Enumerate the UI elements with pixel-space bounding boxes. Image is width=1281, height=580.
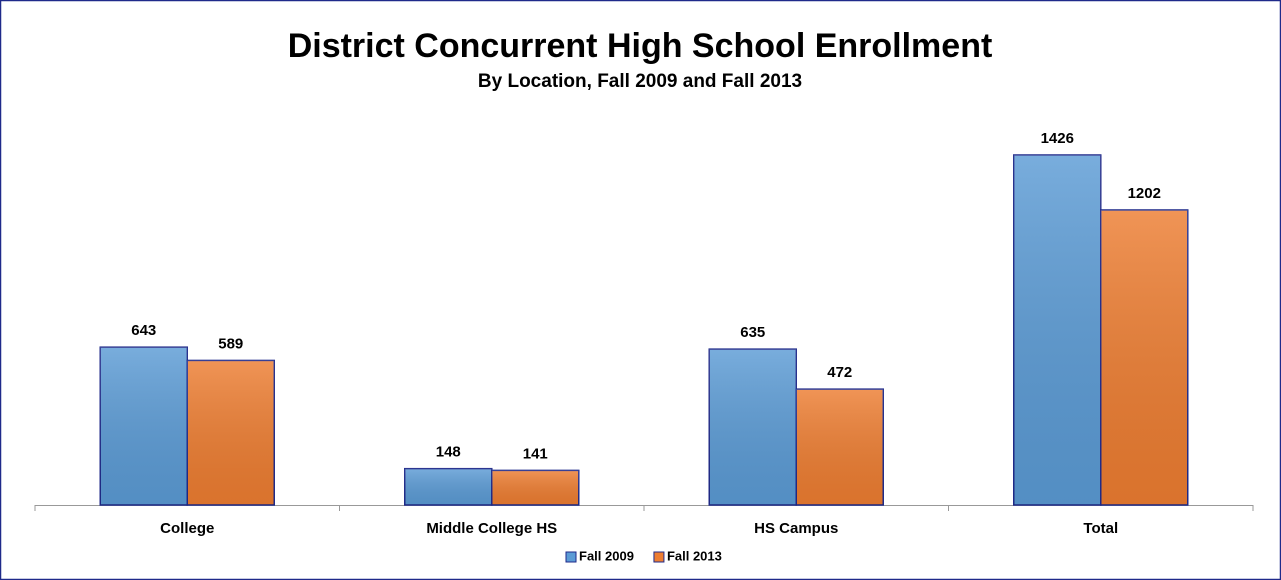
bar — [186, 359, 275, 506]
value-label: 589 — [218, 335, 243, 352]
bar — [404, 467, 493, 506]
value-label: 148 — [436, 444, 461, 461]
bar — [99, 346, 188, 506]
x-tick-label: HS Campus — [754, 520, 838, 537]
value-label: 472 — [827, 364, 852, 381]
bar — [795, 388, 884, 506]
legend-swatch — [653, 551, 665, 563]
value-label: 1426 — [1041, 130, 1074, 147]
x-tick-label: Total — [1083, 520, 1118, 537]
value-label: 141 — [523, 445, 548, 462]
legend: Fall 2009 Fall 2013 — [565, 548, 722, 563]
bar — [1100, 209, 1189, 506]
value-label: 643 — [131, 322, 156, 339]
value-label: 635 — [740, 324, 765, 341]
legend-label: Fall 2013 — [667, 548, 722, 563]
bar — [1013, 154, 1102, 506]
legend-swatch — [565, 551, 577, 563]
x-tick-label: College — [160, 520, 214, 537]
bar — [708, 348, 797, 506]
value-label: 1202 — [1128, 185, 1161, 202]
chart-subtitle: By Location, Fall 2009 and Fall 2013 — [478, 71, 802, 92]
legend-label: Fall 2009 — [579, 548, 634, 563]
bar — [491, 469, 580, 506]
chart-title: District Concurrent High School Enrollme… — [288, 27, 993, 65]
x-tick-label: Middle College HS — [426, 520, 557, 537]
